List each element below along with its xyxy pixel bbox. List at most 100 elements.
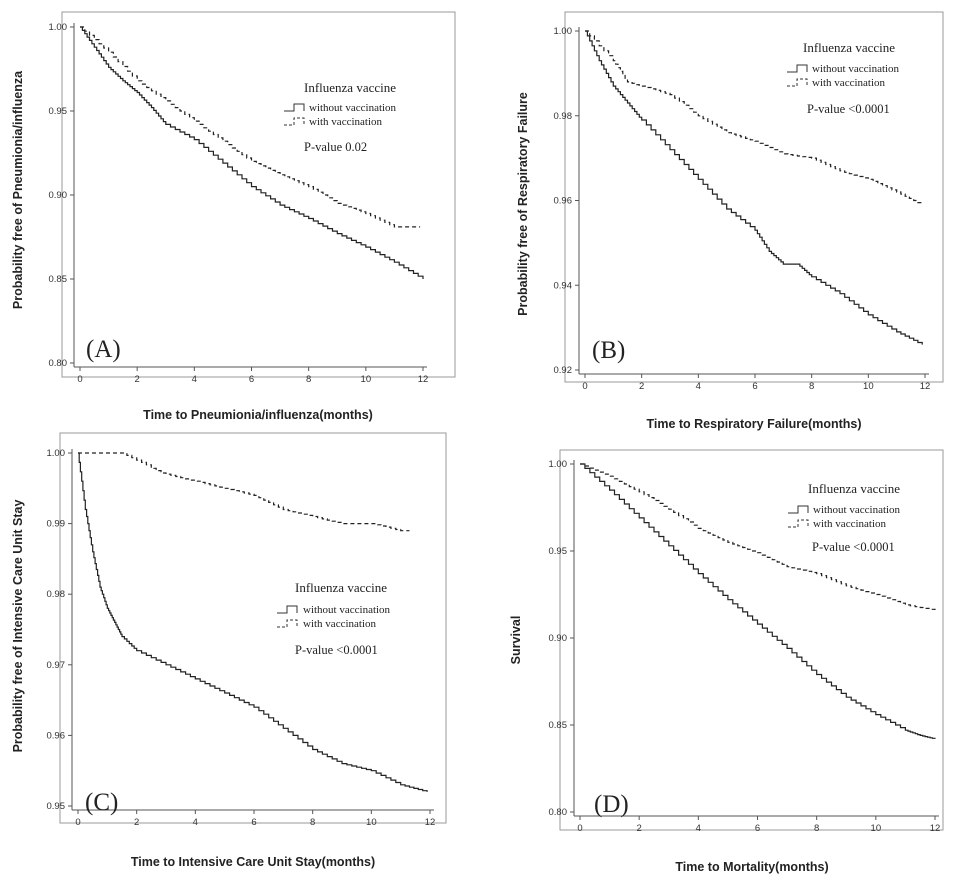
legend-title: Influenza vaccine [304, 80, 396, 95]
x-tick-label: 12 [418, 374, 429, 385]
tick-labels: 0 2 4 6 8 10 12 0.80 0.85 0.90 0.95 1.00 [49, 22, 429, 385]
x-tick-label: 8 [310, 817, 315, 828]
y-tick-label: 0.98 [47, 589, 66, 600]
plot-frame [59, 432, 447, 824]
series-marks [573, 460, 939, 817]
x-tick-label: 2 [637, 823, 642, 834]
x-tick-label: 10 [871, 823, 882, 834]
panel-a: 0 2 4 6 8 10 12 0.80 0.85 0.90 0.95 1.00 Probabilit… [11, 11, 456, 422]
x-tick-label: 12 [425, 817, 436, 828]
y-tick-label: 0.97 [47, 660, 66, 671]
y-tick-label: 0.95 [47, 801, 66, 812]
plot-frame [61, 11, 456, 378]
panel-letter: (D) [594, 791, 629, 818]
series-marks [578, 27, 929, 375]
series-marks [71, 449, 434, 811]
p-value-text: P-value <0.0001 [295, 643, 378, 657]
x-axis-label: Time to Respiratory Failure(months) [646, 417, 861, 431]
tick-labels: 0 2 4 6 8 10 12 0.80 0.85 0.90 0.95 1.00 [549, 459, 941, 834]
x-tick-label: 6 [755, 823, 760, 834]
y-tick-label: 0.98 [554, 111, 573, 122]
x-tick-label: 4 [193, 817, 198, 828]
x-tick-label: 12 [930, 823, 941, 834]
x-axis-label: Time to Pneumionia/influenza(months) [143, 408, 373, 422]
panel-letter: (B) [592, 337, 625, 364]
y-tick-label: 1.00 [49, 22, 68, 33]
x-tick-label: 0 [582, 381, 587, 392]
legend-title: Influenza vaccine [808, 481, 900, 496]
panel-c: 0 2 4 6 8 10 12 0.95 0.96 0.97 0.98 0.99 1.00 Probab… [11, 432, 447, 869]
legend-item-with-vaccination: with vaccination [813, 518, 887, 530]
legend-swatch-dashed [788, 519, 809, 528]
series-without-vaccination [80, 26, 424, 279]
y-tick-label: 1.00 [549, 459, 568, 470]
legend-swatch-solid [788, 505, 809, 514]
y-tick-label: 0.90 [49, 190, 68, 201]
y-tick-label: 0.80 [49, 358, 68, 369]
x-tick-label: 6 [752, 381, 757, 392]
panel-letter: (C) [85, 789, 118, 816]
x-tick-label: 0 [77, 374, 82, 385]
legend-item-with-vaccination: with vaccination [309, 116, 383, 128]
x-tick-label: 2 [639, 381, 644, 392]
series-with-vaccination [78, 452, 410, 532]
y-tick-label: 0.96 [47, 730, 66, 741]
x-tick-label: 2 [134, 817, 139, 828]
x-axis-label: Time to Mortality(months) [675, 860, 828, 874]
y-tick-label: 1.00 [47, 448, 66, 459]
x-tick-label: 6 [249, 374, 254, 385]
legend-item-with-vaccination: with vaccination [812, 77, 886, 89]
x-tick-label: 10 [361, 374, 372, 385]
legend-item-with-vaccination: with vaccination [303, 618, 377, 630]
series-with-vaccination [580, 463, 936, 611]
legend: Influenza vaccine without vaccination wi… [277, 580, 391, 630]
plot-frame [559, 449, 944, 831]
x-tick-label: 8 [306, 374, 311, 385]
legend-swatch-dashed [284, 117, 305, 126]
legend-title: Influenza vaccine [803, 40, 895, 55]
y-axis-label: Probability free of Intensive Care Unit … [11, 500, 25, 753]
y-tick-label: 0.85 [49, 274, 68, 285]
x-tick-label: 10 [863, 381, 874, 392]
y-tick-label: 0.90 [549, 633, 568, 644]
p-value-text: P-value 0.02 [304, 140, 367, 154]
panel-b: 0 2 4 6 8 10 12 0.92 0.94 0.96 0.98 1.00 Probabilit… [516, 11, 944, 431]
x-tick-label: 0 [75, 817, 80, 828]
y-tick-label: 0.95 [49, 106, 68, 117]
legend-swatch-dashed [787, 78, 808, 87]
y-tick-label: 0.95 [549, 546, 568, 557]
legend: Influenza vaccine without vaccination wi… [284, 80, 397, 128]
legend-swatch-solid [277, 605, 298, 614]
x-tick-label: 12 [920, 381, 931, 392]
series-without-vaccination [585, 30, 923, 345]
x-tick-label: 2 [135, 374, 140, 385]
y-tick-label: 1.00 [554, 26, 573, 37]
x-tick-label: 10 [366, 817, 377, 828]
tick-labels: 0 2 4 6 8 10 12 0.95 0.96 0.97 0.98 0.99 1.00 [47, 448, 436, 828]
y-tick-label: 0.94 [554, 280, 573, 291]
y-tick-label: 0.99 [47, 519, 66, 530]
x-tick-label: 4 [192, 374, 197, 385]
p-value-text: P-value <0.0001 [812, 540, 895, 554]
y-tick-label: 0.85 [549, 720, 568, 731]
panel-d: 0 2 4 6 8 10 12 0.80 0.85 0.90 0.95 1.00 Survival T… [509, 449, 944, 874]
legend-item-without-vaccination: without vaccination [309, 102, 397, 114]
series-with-vaccination [585, 30, 923, 205]
legend: Influenza vaccine without vaccination wi… [788, 481, 901, 530]
y-axis-label: Probability free of Pneumionia/influenza [11, 70, 25, 309]
panel-letter: (A) [86, 336, 121, 363]
series-with-vaccination [80, 26, 421, 228]
legend-swatch-dashed [277, 619, 298, 628]
series-without-vaccination [78, 452, 428, 792]
legend-swatch-solid [787, 64, 808, 73]
y-axis-label: Probability free of Respiratory Failure [516, 92, 530, 316]
x-tick-label: 8 [809, 381, 814, 392]
plot-frame [564, 11, 944, 383]
x-tick-label: 6 [251, 817, 256, 828]
legend-title: Influenza vaccine [295, 580, 387, 595]
x-tick-label: 4 [696, 823, 701, 834]
y-tick-label: 0.92 [554, 365, 573, 376]
legend-item-without-vaccination: without vaccination [303, 604, 391, 616]
p-value-text: P-value <0.0001 [807, 102, 890, 116]
